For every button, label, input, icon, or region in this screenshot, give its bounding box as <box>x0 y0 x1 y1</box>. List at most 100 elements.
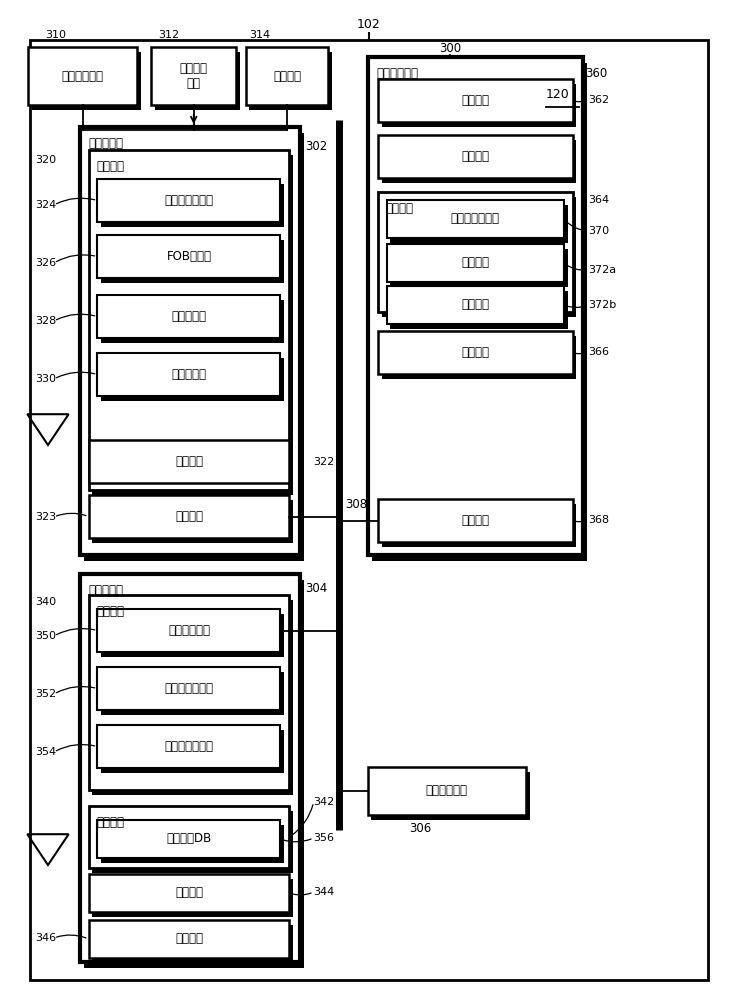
Bar <box>92 879 293 917</box>
Bar <box>155 52 240 110</box>
Bar <box>80 574 300 962</box>
Bar <box>101 300 284 343</box>
Bar <box>382 504 576 547</box>
Text: 存储装置: 存储装置 <box>461 346 489 359</box>
Bar <box>92 600 293 795</box>
Bar <box>92 811 293 873</box>
Text: 324: 324 <box>35 200 57 210</box>
Text: 350: 350 <box>35 631 56 641</box>
Text: 应用功能: 应用功能 <box>461 256 489 269</box>
Text: 存储装置: 存储装置 <box>96 816 124 829</box>
Text: 遥测控制单元: 遥测控制单元 <box>426 784 468 798</box>
Text: FOB通信部: FOB通信部 <box>167 250 211 263</box>
Text: 120: 120 <box>546 89 570 102</box>
Bar <box>382 140 576 183</box>
Text: 应用功能: 应用功能 <box>461 298 489 311</box>
Bar <box>151 47 236 105</box>
Text: 322: 322 <box>314 457 335 467</box>
Bar <box>97 609 280 652</box>
Bar <box>378 331 573 374</box>
Text: 366: 366 <box>588 347 609 357</box>
Text: 102: 102 <box>357 18 381 31</box>
Text: 无线装置: 无线装置 <box>175 886 203 900</box>
Bar <box>390 205 568 243</box>
Text: 处理装置: 处理装置 <box>96 160 124 173</box>
Bar <box>368 767 526 815</box>
Text: 360: 360 <box>585 67 607 80</box>
Bar <box>101 614 284 657</box>
Bar <box>382 197 576 317</box>
Text: 电子钥匙DB: 电子钥匙DB <box>166 832 212 846</box>
Text: 门锁控制部: 门锁控制部 <box>171 368 207 381</box>
Bar <box>89 806 289 868</box>
Bar <box>101 672 284 715</box>
Bar <box>101 825 284 863</box>
Text: 功能限制判断部: 功能限制判断部 <box>165 740 213 753</box>
Text: 通信装置: 通信装置 <box>175 932 203 946</box>
Bar <box>101 240 284 283</box>
Bar <box>92 155 293 495</box>
Text: 340: 340 <box>35 597 57 607</box>
Bar <box>97 353 280 396</box>
Bar <box>97 235 280 278</box>
Text: 通信装置: 通信装置 <box>461 514 489 527</box>
Text: 无线装置: 无线装置 <box>175 455 203 468</box>
Text: 312: 312 <box>158 30 179 40</box>
Bar <box>368 57 583 555</box>
Text: 通信装置: 通信装置 <box>175 510 203 523</box>
Text: 电力供给
系统: 电力供给 系统 <box>180 62 207 90</box>
Bar <box>92 500 293 543</box>
Bar <box>390 291 568 329</box>
Text: 302: 302 <box>305 140 327 153</box>
Bar <box>97 725 280 768</box>
Bar <box>372 63 587 561</box>
Text: 372a: 372a <box>588 265 616 275</box>
Bar <box>387 244 564 282</box>
Text: 电源控制部: 电源控制部 <box>171 310 207 323</box>
Text: 操作装置: 操作装置 <box>461 150 489 163</box>
Bar <box>97 667 280 710</box>
Text: 车辆起动开关: 车辆起动开关 <box>62 70 103 83</box>
Text: 330: 330 <box>35 374 56 384</box>
Bar <box>378 79 573 122</box>
Text: 342: 342 <box>314 797 335 807</box>
Bar <box>32 52 141 110</box>
Bar <box>89 440 289 483</box>
Text: 310: 310 <box>45 30 66 40</box>
Bar <box>97 179 280 222</box>
Bar <box>92 925 293 963</box>
Text: 车辆控制部: 车辆控制部 <box>89 137 123 150</box>
Text: 320: 320 <box>35 155 57 165</box>
Text: 电子钥匙认证部: 电子钥匙认证部 <box>165 682 213 695</box>
Bar <box>390 249 568 287</box>
Bar <box>97 295 280 338</box>
Text: 门锁机构: 门锁机构 <box>273 70 301 83</box>
Text: 346: 346 <box>35 933 57 943</box>
Bar <box>89 495 289 538</box>
Text: 显示装置: 显示装置 <box>461 94 489 107</box>
Text: 308: 308 <box>345 498 368 512</box>
Text: 306: 306 <box>410 822 432 835</box>
Text: 368: 368 <box>588 515 610 525</box>
Text: 起动操作检测部: 起动操作检测部 <box>165 194 213 207</box>
Bar <box>378 135 573 178</box>
Bar <box>97 820 280 858</box>
Text: 344: 344 <box>314 887 335 897</box>
Text: 326: 326 <box>35 258 57 268</box>
Bar <box>28 47 137 105</box>
Bar <box>382 336 576 379</box>
Bar <box>371 772 530 820</box>
Bar <box>84 580 304 968</box>
Bar <box>387 286 564 324</box>
Text: 300: 300 <box>439 41 461 54</box>
Text: 372b: 372b <box>588 300 616 310</box>
Text: 328: 328 <box>35 316 57 326</box>
Text: 处理装置: 处理装置 <box>385 202 413 215</box>
Text: 通信控制部: 通信控制部 <box>89 584 123 597</box>
Text: 354: 354 <box>35 747 57 757</box>
Bar <box>80 127 300 555</box>
Bar <box>89 150 289 490</box>
Bar <box>378 192 573 312</box>
Bar <box>89 595 289 790</box>
Bar <box>378 499 573 542</box>
